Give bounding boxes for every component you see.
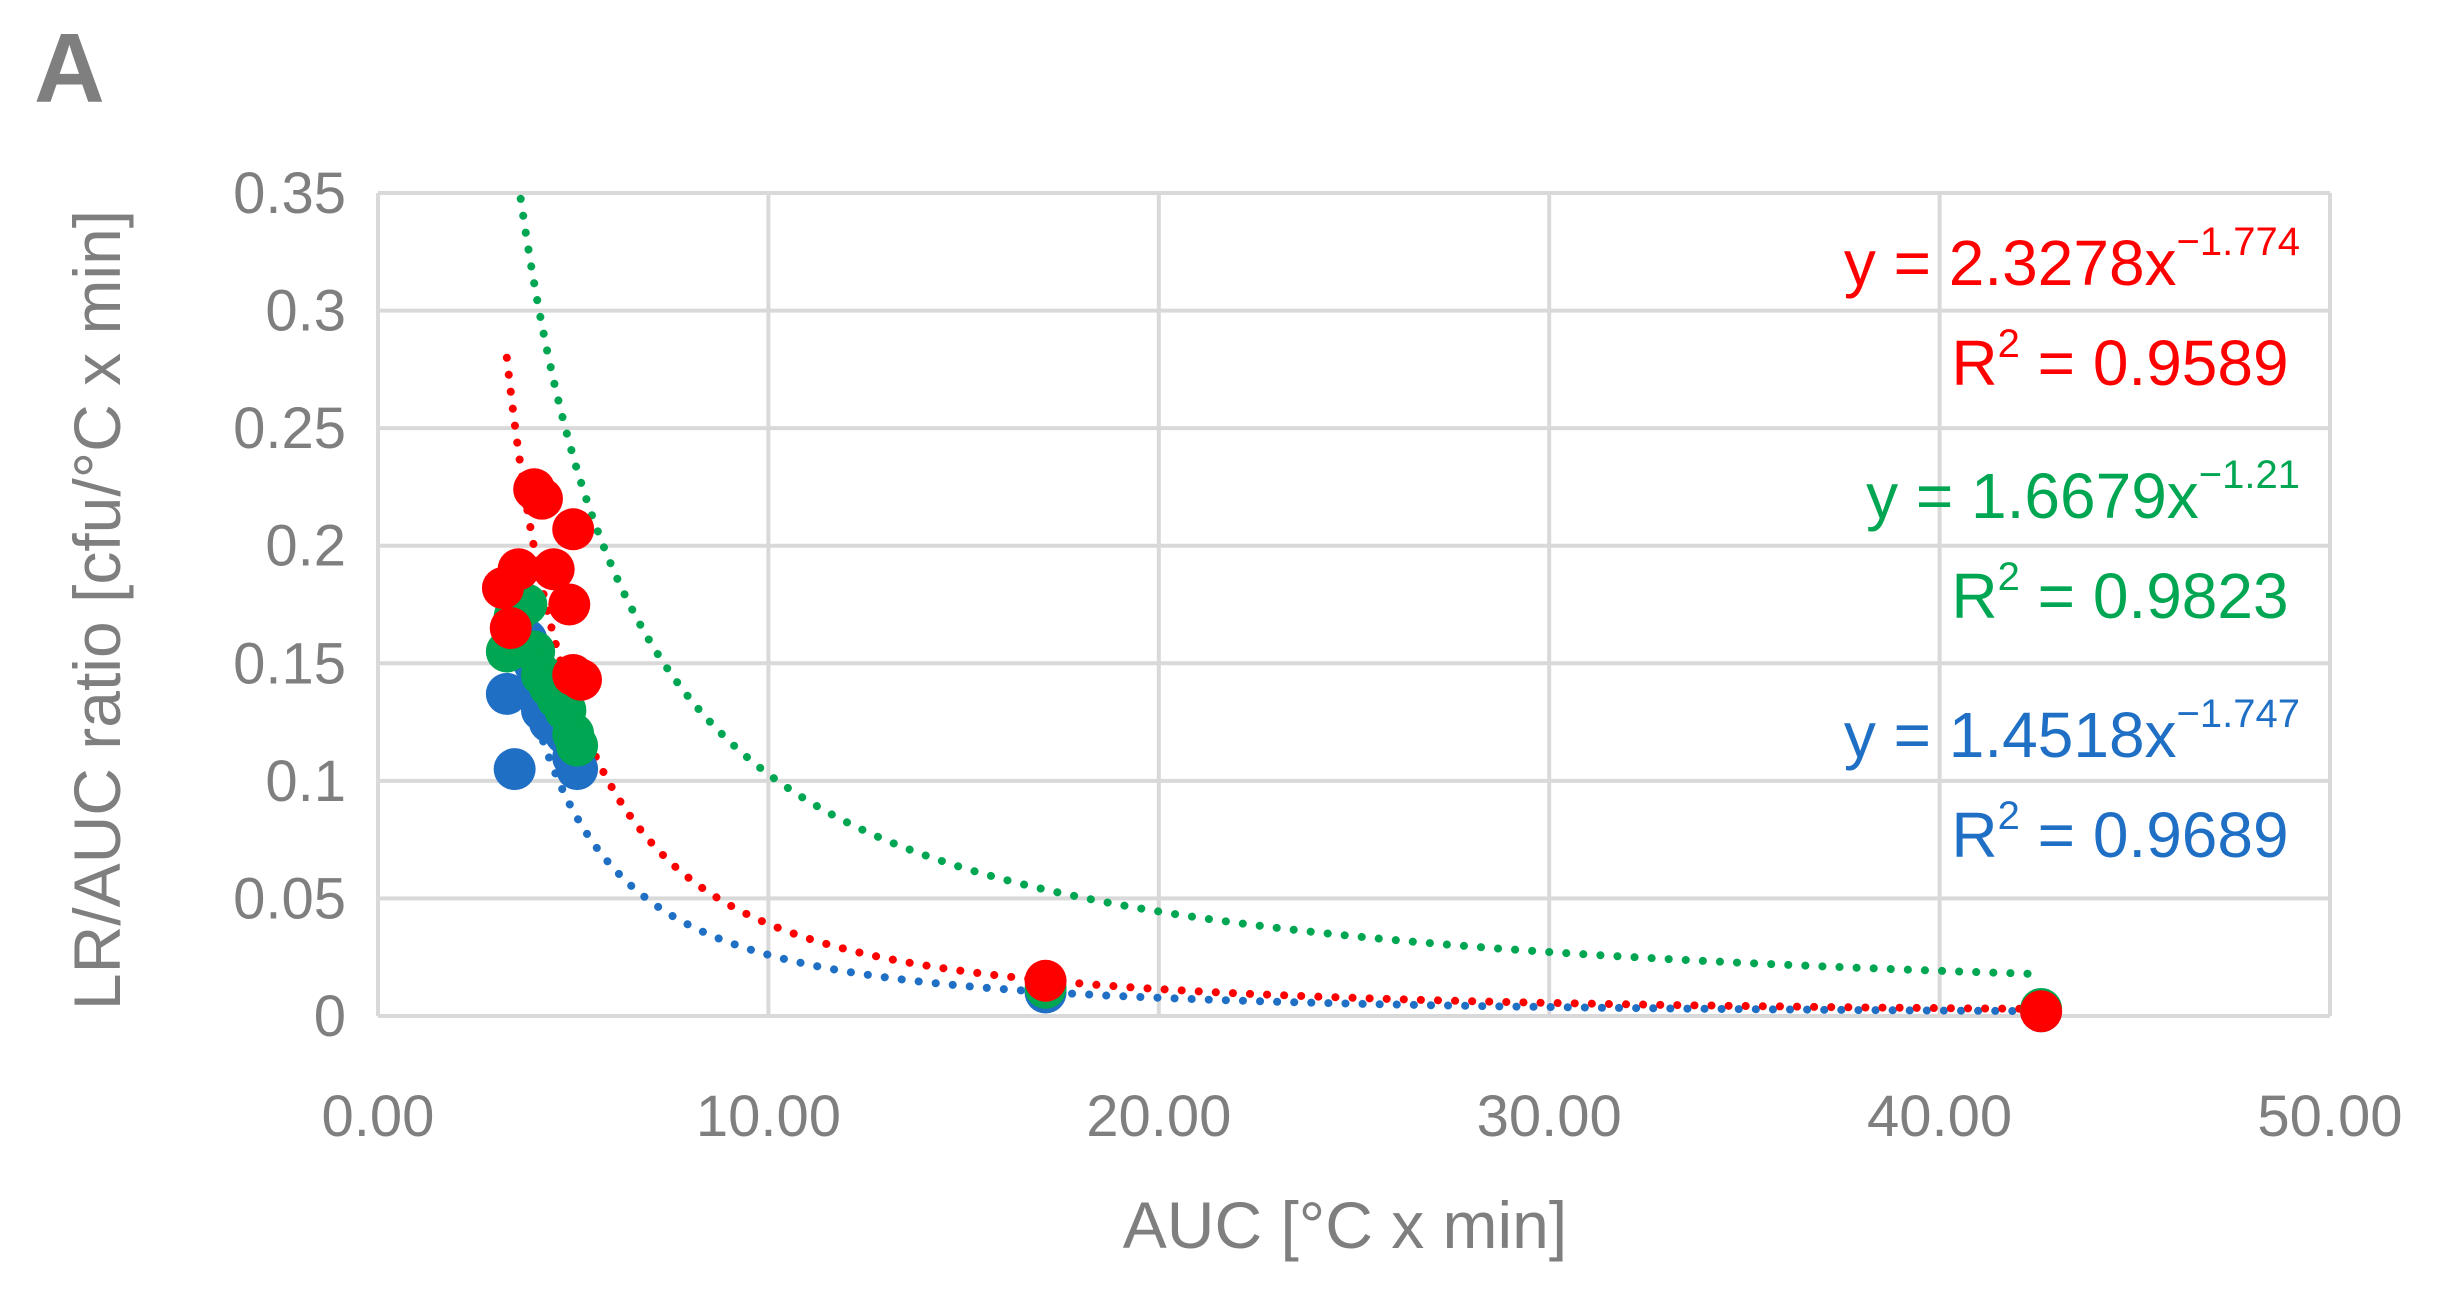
y-tick-label: 0.35 (233, 161, 346, 226)
data-point (552, 508, 595, 551)
trendline (516, 194, 2046, 979)
y-tick-label: 0.25 (233, 396, 346, 461)
y-tick-label: 0.15 (233, 631, 346, 696)
data-point (497, 548, 540, 591)
r-squared-label: R2 = 0.9689 (1951, 794, 2288, 871)
x-tick-label: 50.00 (2257, 1084, 2402, 1149)
y-tick-label: 0.1 (265, 749, 346, 814)
x-axis-label: AUC [°C x min] (1123, 1188, 1567, 1262)
data-point (556, 724, 599, 767)
r-squared-label: R2 = 0.9823 (1951, 555, 2288, 632)
data-point (489, 607, 532, 650)
data-point (1024, 959, 1067, 1002)
y-tick-label: 0.05 (233, 866, 346, 931)
x-tick-label: 40.00 (1867, 1084, 2012, 1149)
trendline-equation: y = 1.4518x−1.747 (1844, 692, 2300, 771)
r-squared-label: R2 = 0.9589 (1951, 322, 2288, 399)
data-point (560, 658, 603, 701)
trendline-equation: y = 2.3278x−1.774 (1844, 220, 2300, 299)
y-tick-label: 0.3 (265, 279, 346, 344)
x-tick-label: 0.00 (322, 1084, 435, 1149)
trendlines (502, 194, 2046, 1016)
y-tick-label: 0.2 (265, 514, 346, 579)
trendline-equations: y = 2.3278x−1.774 R2 = 0.9589 y = 1.6679x−… (1844, 220, 2300, 871)
gridlines (376, 191, 2332, 1018)
trendline (502, 588, 2046, 1016)
y-tick-label: 0 (314, 984, 346, 1049)
data-points (481, 468, 2063, 1033)
panel-label: A (34, 13, 105, 123)
y-axis-label: LR/AUC ratio [cfu/°C x min] (60, 210, 134, 1010)
data-point (493, 748, 536, 791)
trendline-equation: y = 1.6679x−1.21 (1866, 453, 2300, 532)
data-point (2020, 990, 2063, 1033)
y-tick-labels: 0 0.05 0.1 0.15 0.2 0.25 0.3 0.35 (233, 161, 346, 1049)
data-point (548, 583, 591, 626)
data-point (485, 672, 528, 715)
x-tick-label: 30.00 (1477, 1084, 1622, 1149)
data-point (532, 548, 575, 591)
x-tick-label: 20.00 (1086, 1084, 1231, 1149)
x-tick-labels: 0.00 10.00 20.00 30.00 40.00 50.00 (322, 1084, 2403, 1149)
data-point (520, 477, 563, 520)
trendline (502, 353, 2046, 1013)
x-tick-label: 10.00 (696, 1084, 841, 1149)
